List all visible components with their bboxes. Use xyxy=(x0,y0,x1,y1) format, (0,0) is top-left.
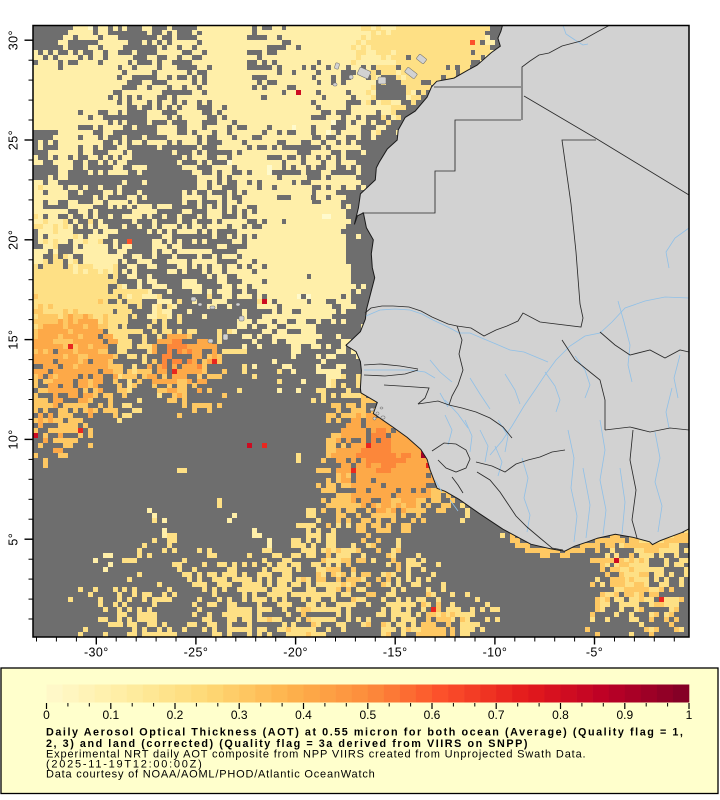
svg-text:Data courtesy of NOAA/AOML/PHO: Data courtesy of NOAA/AOML/PHOD/Atlantic… xyxy=(46,769,376,781)
svg-text:0.8: 0.8 xyxy=(552,708,569,722)
svg-text:-30°: -30° xyxy=(84,646,109,660)
svg-text:-10°: -10° xyxy=(483,646,508,660)
svg-text:0.4: 0.4 xyxy=(295,708,312,722)
svg-text:1: 1 xyxy=(686,708,693,722)
svg-text:5°: 5° xyxy=(6,533,20,546)
svg-text:-5°: -5° xyxy=(586,646,603,660)
svg-text:0: 0 xyxy=(43,708,50,722)
svg-text:10°: 10° xyxy=(6,429,20,449)
svg-text:0.2: 0.2 xyxy=(167,708,184,722)
svg-text:-20°: -20° xyxy=(283,646,308,660)
svg-text:(2025-11-19T12:00:00Z): (2025-11-19T12:00:00Z) xyxy=(46,759,204,771)
svg-text:30°: 30° xyxy=(6,30,20,50)
svg-text:Daily Aerosol Optical Thicknes: Daily Aerosol Optical Thickness (AOT) at… xyxy=(46,727,684,739)
svg-text:0.1: 0.1 xyxy=(102,708,119,722)
svg-text:-15°: -15° xyxy=(383,646,408,660)
svg-text:0.6: 0.6 xyxy=(424,708,441,722)
svg-text:0.5: 0.5 xyxy=(359,708,376,722)
svg-text:0.3: 0.3 xyxy=(231,708,248,722)
svg-text:2, 3) and land (corrected) (Qu: 2, 3) and land (corrected) (Quality flag… xyxy=(46,738,529,750)
svg-text:-25°: -25° xyxy=(184,646,209,660)
svg-text:25°: 25° xyxy=(6,130,20,150)
svg-text:20°: 20° xyxy=(6,230,20,250)
svg-text:0.9: 0.9 xyxy=(616,708,633,722)
svg-text:15°: 15° xyxy=(6,330,20,350)
svg-text:Experimental NRT daily AOT com: Experimental NRT daily AOT composite fro… xyxy=(46,749,586,761)
svg-text:0.7: 0.7 xyxy=(488,708,505,722)
